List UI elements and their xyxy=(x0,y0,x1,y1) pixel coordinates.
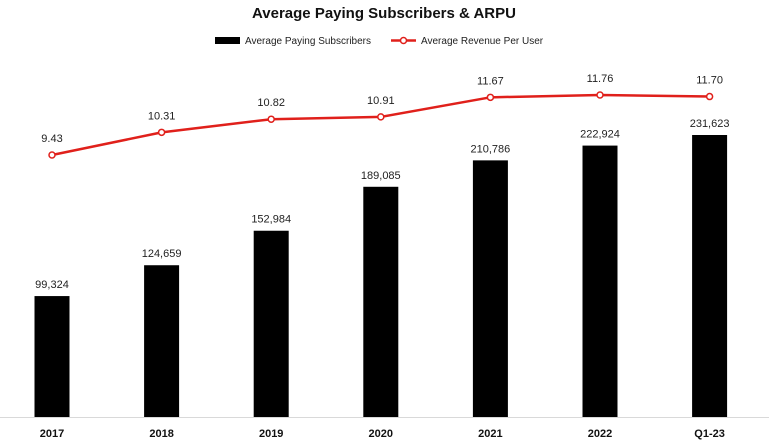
line-labels: 9.43 10.31 10.82 10.91 11.67 11.76 11.70 xyxy=(41,73,723,145)
bar-2019 xyxy=(253,230,289,417)
bar-data-label: 152,984 xyxy=(251,214,291,226)
arpu-point-Q1-23 xyxy=(705,92,714,101)
bar-2022 xyxy=(582,145,618,417)
bar-Q1-23 xyxy=(692,135,728,417)
bar-2020 xyxy=(363,186,399,417)
bar-data-label: 99,324 xyxy=(35,279,69,291)
bar-labels: 99,324 124,659 152,984 189,085 210,786 222,92… xyxy=(35,118,729,291)
legend-label-arpu: Average Revenue Per User xyxy=(421,36,544,47)
bar-data-label: 189,085 xyxy=(361,170,401,182)
bar-data-label: 231,623 xyxy=(690,118,730,130)
line-data-label: 11.67 xyxy=(477,75,504,87)
bar-data-label: 210,786 xyxy=(471,143,511,155)
line-data-label: 10.82 xyxy=(257,97,285,109)
arpu-point-2019 xyxy=(267,115,275,123)
arpu-point-2017 xyxy=(48,151,56,159)
x-tick-label: 2021 xyxy=(478,428,502,440)
line-series xyxy=(48,91,714,159)
arpu-point-2018 xyxy=(157,128,166,137)
line-data-label: 11.76 xyxy=(587,73,614,85)
bar-2018 xyxy=(144,265,180,417)
bar-series xyxy=(34,135,728,417)
arpu-point-2022 xyxy=(596,91,604,99)
bar-2021 xyxy=(472,160,508,417)
x-tick-label: 2020 xyxy=(369,428,393,440)
x-tick-label: Q1-23 xyxy=(694,428,725,440)
x-tick-label: 2018 xyxy=(149,428,173,440)
x-tick-label: 2017 xyxy=(40,428,64,440)
x-tick-label: 2019 xyxy=(259,428,283,440)
legend-label-subscribers: Average Paying Subscribers xyxy=(245,36,371,47)
bar-2017 xyxy=(34,296,70,417)
x-tick-label: 2022 xyxy=(588,428,612,440)
line-data-label: 11.70 xyxy=(696,75,723,87)
bar-data-label: 222,924 xyxy=(580,129,620,141)
line-data-label: 10.31 xyxy=(148,110,176,122)
legend: Average Paying Subscribers Average Reven… xyxy=(215,36,544,47)
bar-data-label: 124,659 xyxy=(142,248,182,260)
chart-title: Average Paying Subscribers & ARPU xyxy=(252,5,516,22)
legend-swatch-arpu-marker xyxy=(399,36,408,45)
x-axis-ticks: 2017 2018 2019 2020 2021 2022 Q1-23 xyxy=(40,428,725,440)
line-data-label: 10.91 xyxy=(367,95,395,107)
arpu-point-2020 xyxy=(377,113,385,121)
legend-swatch-subscribers xyxy=(215,37,240,44)
line-data-label: 9.43 xyxy=(41,133,62,145)
arpu-point-2021 xyxy=(486,93,495,102)
